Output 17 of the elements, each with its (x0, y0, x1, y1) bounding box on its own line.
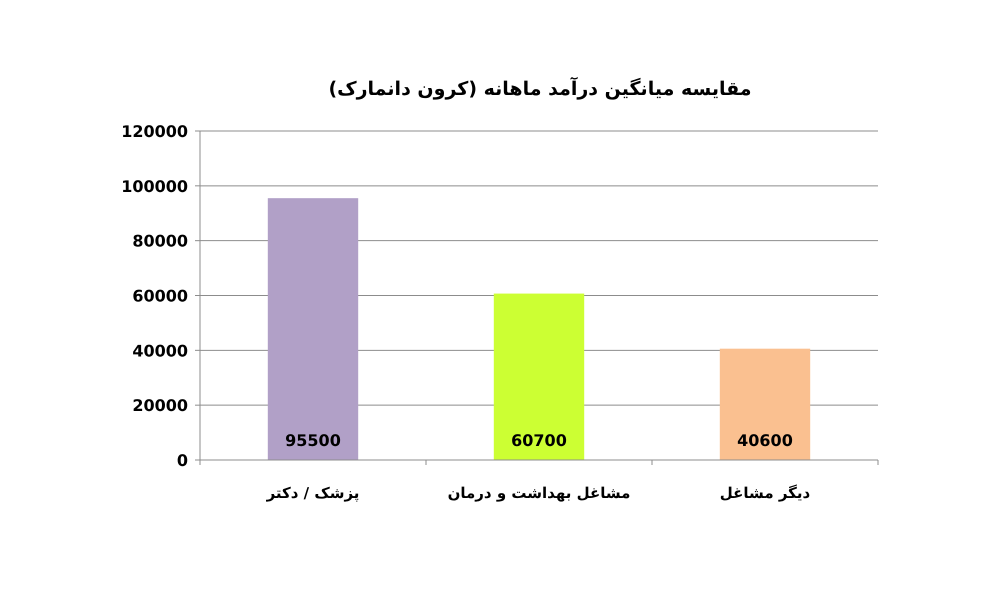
x-tick-label: پزشک / دکتر (266, 484, 360, 502)
bar (720, 348, 810, 460)
data-label: 60700 (511, 431, 567, 450)
bar (268, 198, 358, 460)
y-tick-label: 20000 (132, 396, 188, 416)
y-tick-label: 120000 (121, 122, 188, 141)
bar (494, 294, 584, 460)
y-tick-label: 100000 (121, 176, 188, 196)
y-tick-label: 60000 (132, 286, 188, 306)
data-label: 95500 (285, 431, 341, 450)
chart-title: مقایسه میانگین درآمد ماهانه (کرون دانمارک) (328, 76, 752, 100)
y-tick-label: 40000 (132, 341, 188, 360)
x-tick-label: مشاغل بهداشت و درمان (448, 484, 630, 502)
x-tick-label: دیگر مشاغل (720, 484, 811, 502)
data-label: 40600 (737, 431, 793, 450)
y-tick-label: 80000 (132, 232, 188, 251)
y-tick-label: 0 (176, 451, 188, 470)
